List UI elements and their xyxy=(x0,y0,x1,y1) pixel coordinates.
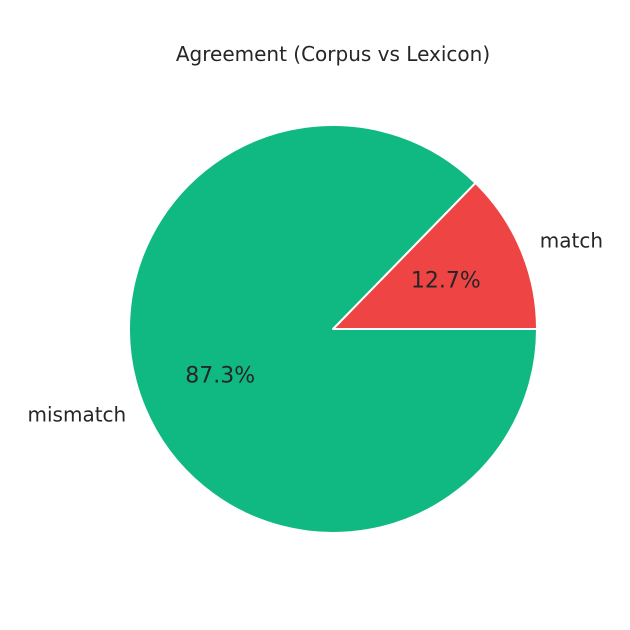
slice-percent-match: 12.7% xyxy=(411,268,481,293)
slice-percent-mismatch: 87.3% xyxy=(185,364,255,389)
chart-title: Agreement (Corpus vs Lexicon) xyxy=(176,42,490,66)
labels-layer: match 12.7% mismatch 87.3% xyxy=(28,228,604,426)
pie-slice-mismatch xyxy=(128,124,538,534)
slice-label-match: match xyxy=(540,228,603,252)
slice-label-mismatch: mismatch xyxy=(28,403,127,427)
slices-layer xyxy=(128,124,538,534)
pie-slice-match xyxy=(332,181,538,330)
